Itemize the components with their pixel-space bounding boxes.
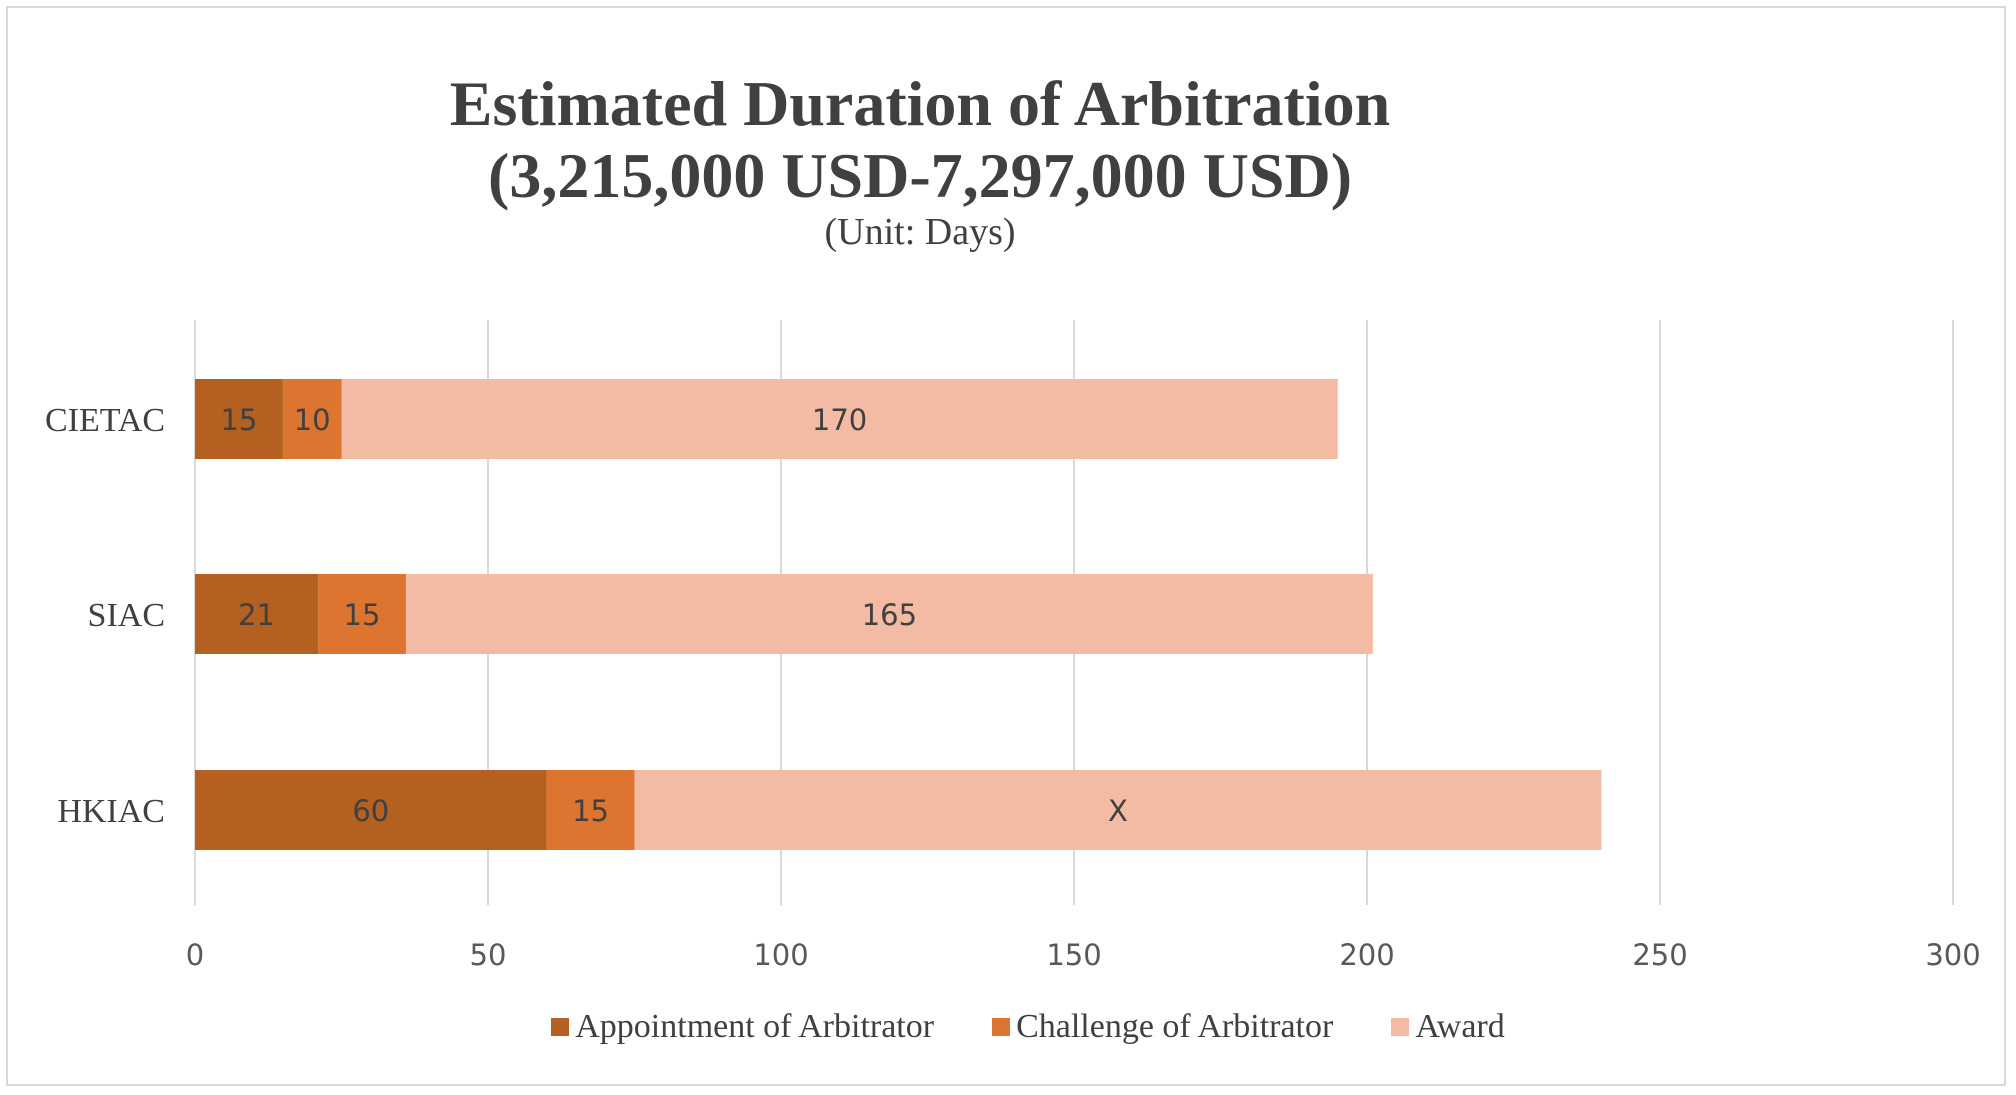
bar-cietac-appointment	[195, 379, 283, 459]
x-tick-label-0: 0	[186, 938, 204, 972]
x-tick-label-300: 300	[1925, 938, 1980, 972]
chart-title-line-1: Estimated Duration of Arbitration	[449, 68, 1391, 139]
legend-swatch-appointment	[551, 1018, 570, 1036]
data-label-cietac-award: 170	[812, 403, 867, 437]
bar-cietac-challenge	[282, 379, 342, 459]
category-label-hkiac: HKIAC	[57, 793, 165, 830]
legend-label-award: Award	[1415, 1008, 1505, 1045]
legend-item-award: Award	[1391, 1008, 1505, 1046]
data-label-cietac-appointment: 15	[220, 403, 257, 437]
legend-swatch-award	[1391, 1018, 1410, 1036]
chart-subtitle: (Unit: Days)	[824, 211, 1016, 253]
legend-item-challenge: Challenge of Arbitrator	[992, 1008, 1333, 1046]
bar-siac-challenge	[318, 574, 406, 654]
x-tick-label-50: 50	[470, 938, 507, 972]
bar-siac-appointment	[195, 574, 319, 654]
category-label-cietac: CIETAC	[45, 402, 165, 439]
legend: Appointment of Arbitrator Challenge of A…	[0, 1008, 2016, 1046]
bar-hkiac-challenge	[546, 770, 635, 850]
chart-frame	[6, 6, 2006, 1086]
x-tick-label-250: 250	[1632, 938, 1687, 972]
data-label-hkiac-challenge: 15	[572, 794, 609, 828]
data-label-siac-appointment: 21	[238, 598, 275, 632]
category-label-siac: SIAC	[88, 597, 165, 634]
legend-item-appointment: Appointment of Arbitrator	[551, 1008, 934, 1046]
bar-hkiac-award	[634, 770, 1602, 850]
legend-label-appointment: Appointment of Arbitrator	[575, 1008, 935, 1045]
chart-title: Estimated Duration of Arbitration (3,215…	[0, 68, 1840, 212]
x-tick-label-200: 200	[1339, 938, 1394, 972]
data-label-siac-award: 165	[862, 598, 917, 632]
data-label-hkiac-award: X	[1108, 794, 1128, 828]
legend-label-challenge: Challenge of Arbitrator	[1016, 1008, 1334, 1045]
legend-swatch-challenge	[992, 1018, 1011, 1036]
bar-hkiac-appointment	[195, 770, 547, 850]
bar-cietac-award	[341, 379, 1338, 459]
data-label-siac-challenge: 15	[344, 598, 381, 632]
data-label-cietac-challenge: 10	[294, 403, 331, 437]
x-tick-label-100: 100	[753, 938, 808, 972]
x-tick-label-150: 150	[1046, 938, 1101, 972]
data-label-hkiac-appointment: 60	[352, 794, 389, 828]
bar-siac-award	[405, 574, 1373, 654]
chart-title-line-2: (3,215,000 USD-7,297,000 USD)	[488, 140, 1352, 211]
